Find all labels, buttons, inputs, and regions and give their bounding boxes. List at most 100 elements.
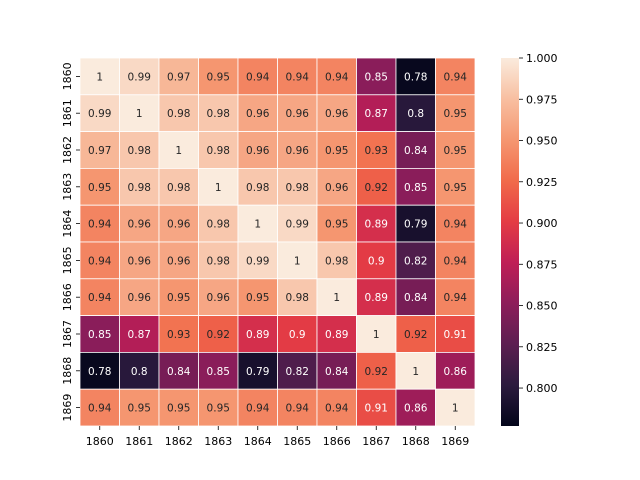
cell-value-label: 0.99 (128, 71, 151, 83)
cell-value-label: 0.94 (88, 292, 112, 304)
heatmap-cell (158, 57, 199, 96)
cell-value-label: 0.95 (207, 71, 230, 83)
cell-value-label: 0.89 (325, 329, 348, 341)
cell-value-label: 0.96 (246, 145, 270, 157)
x-tick-label: 1864 (244, 435, 272, 448)
cell-value-label: 1 (175, 145, 182, 157)
cell-value-label: 0.94 (286, 403, 310, 415)
heatmap-cell (316, 388, 357, 427)
heatmap-cell (316, 278, 357, 316)
cell-value-label: 0.79 (404, 219, 427, 231)
heatmap-cell (356, 204, 397, 243)
cell-value-label: 0.85 (207, 366, 230, 378)
heatmap-cell (395, 351, 436, 390)
cell-value-label: 0.92 (365, 366, 388, 378)
heatmap-cell (316, 167, 357, 206)
cell-value-label: 0.94 (286, 71, 310, 83)
cell-value-label: 0.89 (365, 292, 388, 304)
cell-value-label: 0.86 (444, 366, 468, 378)
heatmap-cell (158, 241, 199, 280)
cell-value-label: 0.9 (289, 329, 306, 341)
cell-value-label: 0.94 (444, 219, 468, 231)
cell-value-label: 1 (294, 255, 301, 267)
cell-value-label: 0.89 (365, 219, 388, 231)
cell-value-label: 0.98 (286, 292, 309, 304)
cell-value-label: 0.98 (167, 108, 190, 120)
heatmap-cell (277, 241, 318, 280)
heatmap-cell (119, 94, 160, 133)
cell-value-label: 0.85 (365, 71, 388, 83)
cell-value-label: 0.97 (167, 71, 190, 83)
heatmap-cell (435, 278, 476, 316)
cell-value-label: 0.85 (88, 329, 111, 341)
cell-value-label: 0.78 (404, 71, 427, 83)
y-tick-label: 1866 (61, 283, 74, 311)
heatmap-cell (198, 241, 239, 280)
cell-value-label: 0.94 (444, 255, 468, 267)
x-axis: 1860 1861 1862 1863 1864 1865 1866 1867 1868 1869 (86, 426, 469, 448)
cell-value-label: 0.95 (444, 182, 467, 194)
heatmap-cell (237, 241, 278, 280)
heatmap-cell (158, 204, 199, 243)
heatmap-cell (119, 204, 160, 243)
heatmap-cell (277, 278, 318, 316)
cell-value-label: 0.92 (207, 329, 230, 341)
heatmap-cell (316, 315, 357, 353)
y-tick-label: 1864 (61, 210, 74, 238)
cell-value-label: 0.8 (131, 366, 148, 378)
cell-value-label: 0.95 (167, 292, 190, 304)
cell-value-label: 0.98 (167, 182, 190, 194)
heatmap-cell (356, 94, 397, 133)
colorbar-tick-label: 0.875 (526, 258, 558, 271)
cell-value-label: 0.98 (325, 255, 348, 267)
cell-value-label: 0.95 (88, 182, 111, 194)
heatmap-cell (237, 204, 278, 243)
heatmap-cell (435, 204, 476, 243)
heatmap-cell (435, 388, 476, 427)
cell-value-label: 0.98 (286, 182, 309, 194)
cell-value-label: 0.92 (404, 329, 427, 341)
heatmap-cell (237, 351, 278, 390)
cell-value-label: 0.91 (444, 329, 467, 341)
heatmap-cell (158, 351, 199, 390)
heatmap-cell (79, 388, 120, 427)
cell-value-label: 0.96 (286, 108, 310, 120)
cell-value-label: 0.93 (167, 329, 190, 341)
cell-value-label: 0.96 (325, 182, 349, 194)
y-tick-label: 1869 (61, 394, 74, 422)
y-tick-label: 1867 (61, 320, 74, 348)
cell-value-label: 0.95 (246, 292, 269, 304)
cell-value-label: 0.91 (365, 403, 388, 415)
cell-value-label: 0.85 (404, 182, 427, 194)
heatmap-cell (356, 57, 397, 96)
heatmap-cells: 1 0.99 0.97 0.95 0.94 0.94 0.94 0.85 0.78 0.94 0.9… (79, 57, 476, 427)
cell-value-label: 0.97 (88, 145, 111, 157)
colorbar-tick-label: 1.000 (526, 52, 558, 65)
heatmap-cell (119, 351, 160, 390)
colorbar-ticks: 0.800 0.825 0.850 0.875 0.900 0.925 0.950 0.975… (519, 52, 558, 395)
heatmap-cell (395, 315, 436, 353)
cell-value-label: 0.99 (88, 108, 111, 120)
cell-value-label: 0.79 (246, 366, 269, 378)
cell-value-label: 0.95 (207, 403, 230, 415)
cell-value-label: 0.94 (88, 219, 112, 231)
cell-value-label: 0.94 (325, 71, 349, 83)
colorbar-tick-label: 0.925 (526, 176, 558, 189)
cell-value-label: 0.82 (404, 255, 427, 267)
cell-value-label: 0.94 (246, 71, 270, 83)
heatmap-cell (435, 315, 476, 353)
cell-value-label: 0.98 (128, 182, 151, 194)
cell-value-label: 0.94 (88, 255, 112, 267)
heatmap-cell (79, 57, 120, 96)
colorbar-tick-label: 0.850 (526, 300, 558, 313)
x-tick-label: 1863 (204, 435, 232, 448)
cell-value-label: 0.96 (167, 219, 191, 231)
cell-value-label: 0.96 (325, 108, 349, 120)
cell-value-label: 1 (96, 71, 103, 83)
heatmap-cell (395, 94, 436, 133)
cell-value-label: 0.96 (246, 108, 270, 120)
cell-value-label: 0.99 (246, 255, 269, 267)
heatmap-cell (237, 315, 278, 353)
heatmap-cell (277, 167, 318, 206)
